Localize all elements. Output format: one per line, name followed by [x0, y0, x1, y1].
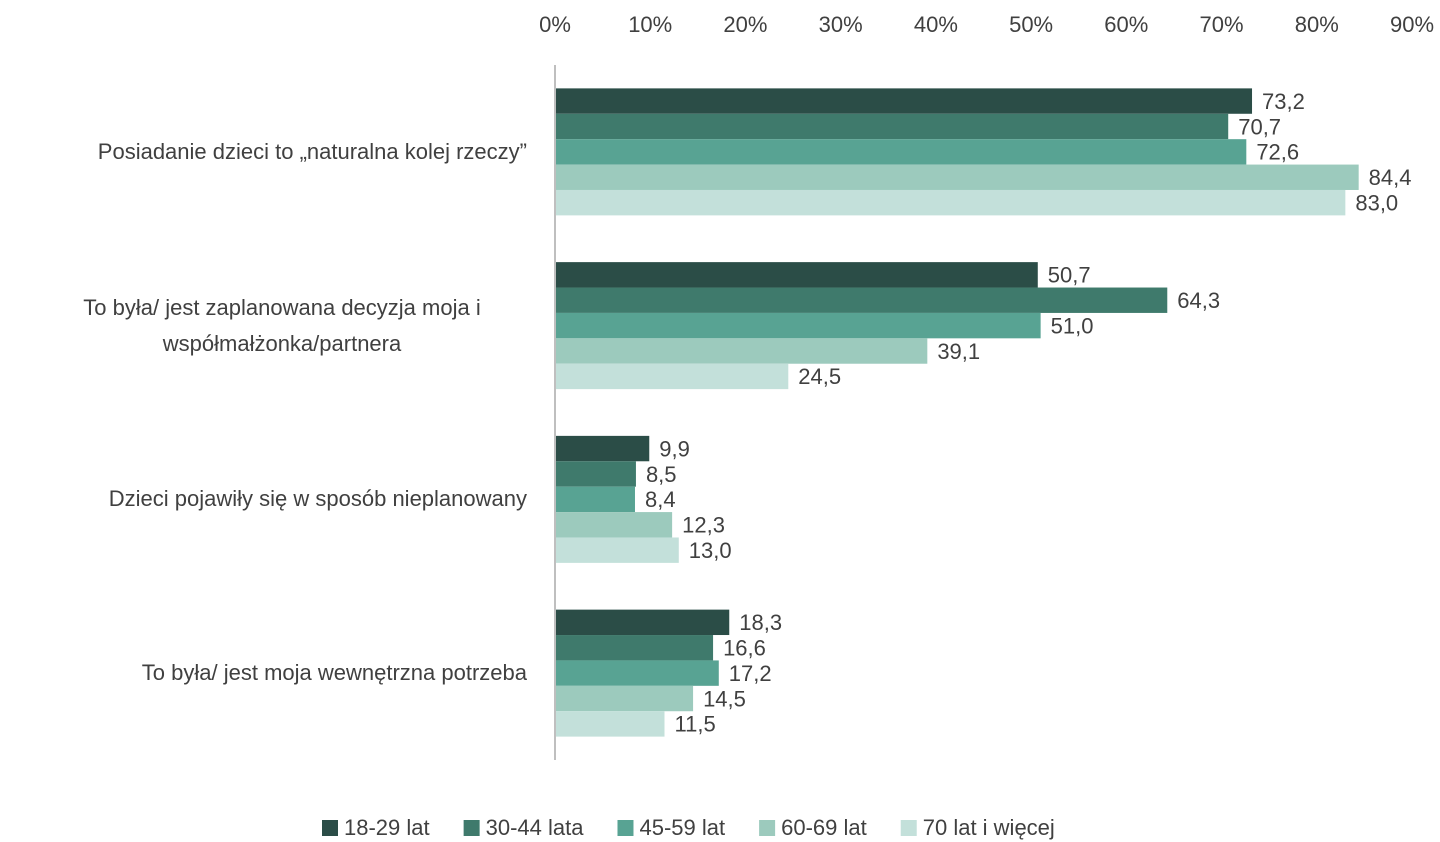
bar [555, 461, 636, 487]
legend-label: 60-69 lat [781, 815, 867, 840]
value-label: 24,5 [798, 364, 841, 389]
value-label: 64,3 [1177, 288, 1220, 313]
value-label: 39,1 [937, 339, 980, 364]
bar [555, 189, 1346, 216]
value-label: 51,0 [1051, 313, 1094, 338]
legend-swatch [463, 820, 480, 836]
bar [555, 88, 1253, 114]
bar [555, 164, 1359, 190]
bar [555, 338, 928, 364]
category-label: To była/ jest moja wewnętrzna potrzeba [141, 660, 527, 686]
legend-label: 30-44 lata [486, 815, 585, 840]
value-label: 13,0 [689, 538, 732, 563]
x-tick-label: 20% [723, 12, 767, 37]
category-label: To była/ jest zaplanowana decyzja moja i… [83, 294, 481, 356]
bar [555, 262, 1038, 288]
legend-swatch [617, 820, 634, 836]
x-tick-label: 0% [539, 12, 571, 37]
value-label: 70,7 [1238, 114, 1281, 139]
x-tick-label: 10% [628, 12, 672, 37]
value-label: 9,9 [659, 436, 690, 461]
bar [555, 139, 1247, 165]
value-label: 16,6 [723, 636, 766, 661]
bar [555, 537, 679, 563]
legend-swatch [322, 820, 338, 836]
bar [555, 312, 1041, 339]
x-tick-label: 30% [819, 12, 863, 37]
bar [555, 512, 673, 538]
value-label: 8,4 [645, 487, 676, 512]
value-label: 14,5 [703, 686, 746, 711]
value-label: 12,3 [682, 513, 725, 538]
bar [555, 113, 1229, 140]
bar [555, 660, 719, 686]
value-label: 84,4 [1369, 165, 1412, 190]
x-tick-label: 90% [1390, 12, 1434, 37]
x-tick-label: 40% [914, 12, 958, 37]
category-label: Dzieci pojawiły się w sposób nieplanowan… [108, 486, 527, 512]
value-label: 72,6 [1256, 140, 1299, 165]
legend-swatch [759, 820, 776, 836]
value-label: 18,3 [739, 610, 782, 635]
legend-label: 70 lat i więcej [923, 815, 1055, 840]
x-tick-label: 70% [1200, 12, 1244, 37]
legend-label: 18-29 lat [344, 815, 430, 840]
x-tick-label: 50% [1009, 12, 1053, 37]
value-label: 17,2 [729, 661, 772, 686]
value-label: 11,5 [675, 712, 716, 737]
bar [555, 435, 650, 462]
value-label: 8,5 [646, 462, 677, 487]
bar [555, 287, 1168, 313]
bar [555, 609, 730, 636]
bar [555, 711, 665, 737]
x-tick-label: 60% [1104, 12, 1148, 37]
legend-swatch [900, 820, 917, 836]
bar [555, 486, 635, 513]
x-tick-label: 80% [1295, 12, 1339, 37]
value-label: 50,7 [1048, 263, 1091, 288]
bar [555, 635, 714, 661]
legend-label: 45-59 lat [639, 815, 725, 840]
value-label: 73,2 [1262, 89, 1305, 114]
bar [555, 685, 694, 712]
category-label: Posiadanie dzieci to „naturalna kolej rz… [97, 138, 527, 164]
value-label: 83,0 [1355, 190, 1398, 215]
bar [555, 363, 789, 390]
